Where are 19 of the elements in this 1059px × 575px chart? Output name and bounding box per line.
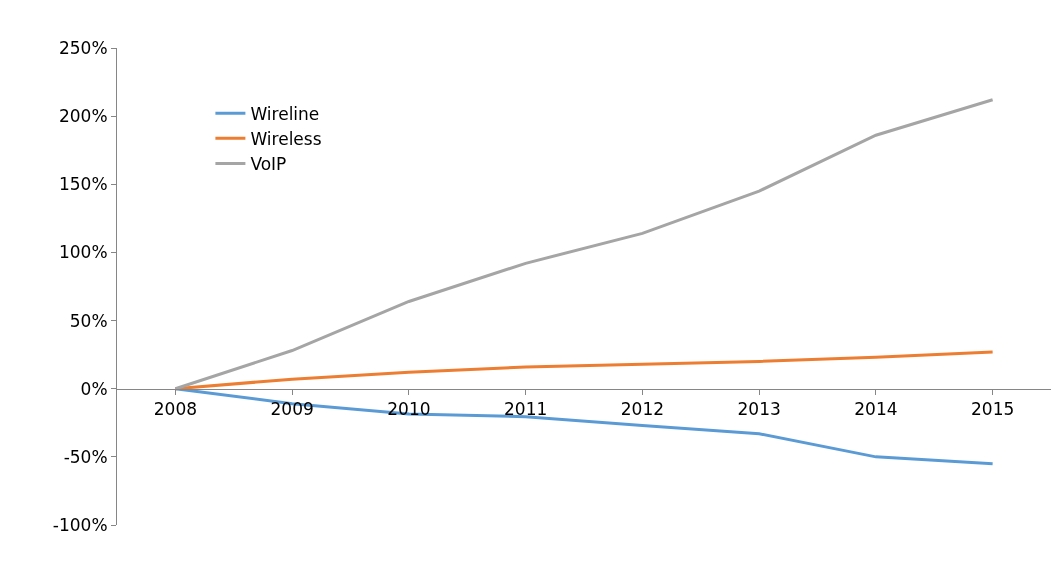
x-tick-label: 2014 bbox=[854, 399, 898, 420]
x-tick-label: 2013 bbox=[737, 399, 781, 420]
line-series bbox=[173, 98, 995, 391]
legend-label: Wireline bbox=[250, 103, 320, 124]
y-tick-label: 250% bbox=[58, 37, 108, 58]
y-tick-label: 100% bbox=[58, 242, 108, 263]
legend-label: VoIP bbox=[250, 154, 287, 175]
x-tick-label: 2015 bbox=[971, 399, 1015, 420]
y-tick-label: 200% bbox=[58, 106, 108, 127]
y-tick-label: 50% bbox=[69, 310, 108, 331]
x-tick-label: 2011 bbox=[504, 399, 548, 420]
y-tick-label: 150% bbox=[58, 174, 108, 195]
y-tick-label: 0% bbox=[80, 378, 108, 399]
x-tick-label: 2009 bbox=[270, 399, 314, 420]
x-tick-label: 2012 bbox=[620, 399, 665, 420]
x-tick-label: 2008 bbox=[153, 399, 198, 420]
legend-label: Wireless bbox=[250, 128, 322, 149]
y-tick-label: -100% bbox=[52, 514, 108, 535]
y-tick-label: -50% bbox=[63, 446, 108, 467]
